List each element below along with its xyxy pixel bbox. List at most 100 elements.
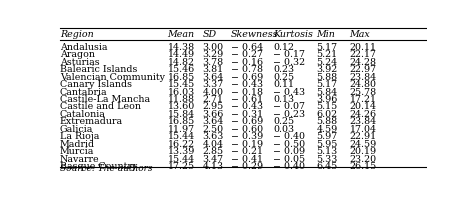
Text: 3.78: 3.78	[202, 58, 224, 67]
Text: 16.85: 16.85	[168, 73, 195, 82]
Text: Region: Region	[60, 30, 94, 39]
Text: 5.21: 5.21	[316, 51, 337, 60]
Text: − 0.43: − 0.43	[231, 102, 263, 111]
Text: 3.63: 3.63	[202, 132, 224, 141]
Text: 5.15: 5.15	[316, 102, 337, 111]
Text: Castile-La Mancha: Castile-La Mancha	[60, 95, 150, 104]
Text: 0.03: 0.03	[273, 125, 294, 134]
Text: − 0.61: − 0.61	[231, 95, 263, 104]
Text: 3.96: 3.96	[316, 95, 338, 104]
Text: − 0.16: − 0.16	[231, 58, 263, 67]
Text: Asturias: Asturias	[60, 58, 100, 67]
Text: 26.15: 26.15	[349, 162, 377, 171]
Text: 0.23: 0.23	[273, 65, 294, 74]
Text: − 0.21: − 0.21	[231, 147, 263, 156]
Text: 4.04: 4.04	[202, 140, 224, 149]
Text: Valencian Community: Valencian Community	[60, 73, 165, 82]
Text: 15.45: 15.45	[168, 80, 195, 89]
Text: 16.85: 16.85	[168, 117, 195, 126]
Text: 3.64: 3.64	[202, 73, 224, 82]
Text: La Rioja: La Rioja	[60, 132, 100, 141]
Text: 5.88: 5.88	[316, 117, 337, 126]
Text: Madrid: Madrid	[60, 140, 95, 149]
Text: − 0.43: − 0.43	[231, 80, 263, 89]
Text: 24.26: 24.26	[349, 110, 376, 119]
Text: 15.84: 15.84	[168, 110, 195, 119]
Text: Kurtosis: Kurtosis	[273, 30, 313, 39]
Text: 5.17: 5.17	[316, 43, 337, 52]
Text: Catalonia: Catalonia	[60, 110, 106, 119]
Text: − 0.18: − 0.18	[231, 88, 263, 97]
Text: − 0.07: − 0.07	[273, 102, 305, 111]
Text: 5.24: 5.24	[316, 58, 337, 67]
Text: 13.39: 13.39	[168, 147, 195, 156]
Text: 6.45: 6.45	[316, 162, 337, 171]
Text: 15.46: 15.46	[168, 65, 195, 74]
Text: − 0.69: − 0.69	[231, 117, 264, 126]
Text: 23.20: 23.20	[349, 154, 376, 164]
Text: 17.04: 17.04	[349, 125, 376, 134]
Text: 0.12: 0.12	[273, 43, 294, 52]
Text: Andalusia: Andalusia	[60, 43, 108, 52]
Text: Balearic Islands: Balearic Islands	[60, 65, 137, 74]
Text: 3.81: 3.81	[202, 65, 224, 74]
Text: − 0.69: − 0.69	[231, 73, 264, 82]
Text: 2.85: 2.85	[202, 147, 224, 156]
Text: 0.25: 0.25	[273, 117, 294, 126]
Text: Aragon: Aragon	[60, 51, 95, 60]
Text: − 0.40: − 0.40	[273, 162, 305, 171]
Text: 23.84: 23.84	[349, 73, 376, 82]
Text: − 0.31: − 0.31	[231, 110, 263, 119]
Text: 0.25: 0.25	[273, 73, 294, 82]
Text: − 0.43: − 0.43	[273, 88, 305, 97]
Text: Castile and Leon: Castile and Leon	[60, 102, 141, 111]
Text: Cantabria: Cantabria	[60, 88, 108, 97]
Text: 5.13: 5.13	[316, 147, 337, 156]
Text: 5.84: 5.84	[316, 88, 337, 97]
Text: − 0.27: − 0.27	[231, 51, 263, 60]
Text: 20.11: 20.11	[349, 43, 376, 52]
Text: Max: Max	[349, 30, 370, 39]
Text: Navarre: Navarre	[60, 154, 100, 164]
Text: 4.59: 4.59	[316, 125, 337, 134]
Text: 4.00: 4.00	[202, 88, 224, 97]
Text: 24.59: 24.59	[349, 140, 377, 149]
Text: 3.64: 3.64	[202, 117, 224, 126]
Text: 2.71: 2.71	[202, 95, 224, 104]
Text: 20.14: 20.14	[349, 102, 376, 111]
Text: 24.28: 24.28	[349, 58, 376, 67]
Text: − 0.50: − 0.50	[273, 140, 305, 149]
Text: − 0.32: − 0.32	[273, 58, 305, 67]
Text: 3.66: 3.66	[202, 110, 224, 119]
Text: − 0.78: − 0.78	[231, 65, 263, 74]
Text: Extremadura: Extremadura	[60, 117, 123, 126]
Text: Galicia: Galicia	[60, 125, 93, 134]
Text: − 0.09: − 0.09	[273, 147, 305, 156]
Text: Canary Islands: Canary Islands	[60, 80, 132, 89]
Text: − 0.40: − 0.40	[273, 132, 305, 141]
Text: 11.97: 11.97	[168, 125, 195, 134]
Text: SD: SD	[202, 30, 217, 39]
Text: 22.91: 22.91	[349, 132, 376, 141]
Text: 13.60: 13.60	[168, 102, 195, 111]
Text: − 0.41: − 0.41	[231, 154, 263, 164]
Text: 2.50: 2.50	[202, 125, 224, 134]
Text: 2.95: 2.95	[202, 102, 224, 111]
Text: 0.13: 0.13	[273, 95, 294, 104]
Text: 3.47: 3.47	[202, 154, 224, 164]
Text: 24.80: 24.80	[349, 80, 376, 89]
Text: 5.97: 5.97	[316, 132, 337, 141]
Text: 22.97: 22.97	[349, 65, 376, 74]
Text: 17.25: 17.25	[168, 162, 195, 171]
Text: 14.49: 14.49	[168, 51, 195, 60]
Text: − 0.60: − 0.60	[231, 125, 263, 134]
Text: 11.88: 11.88	[168, 95, 195, 104]
Text: 22.17: 22.17	[349, 51, 376, 60]
Text: Min: Min	[316, 30, 335, 39]
Text: 3.92: 3.92	[316, 65, 337, 74]
Text: 3.37: 3.37	[202, 80, 224, 89]
Text: 3.29: 3.29	[202, 51, 224, 60]
Text: 15.44: 15.44	[168, 154, 195, 164]
Text: 16.22: 16.22	[168, 140, 195, 149]
Text: − 0.64: − 0.64	[231, 43, 263, 52]
